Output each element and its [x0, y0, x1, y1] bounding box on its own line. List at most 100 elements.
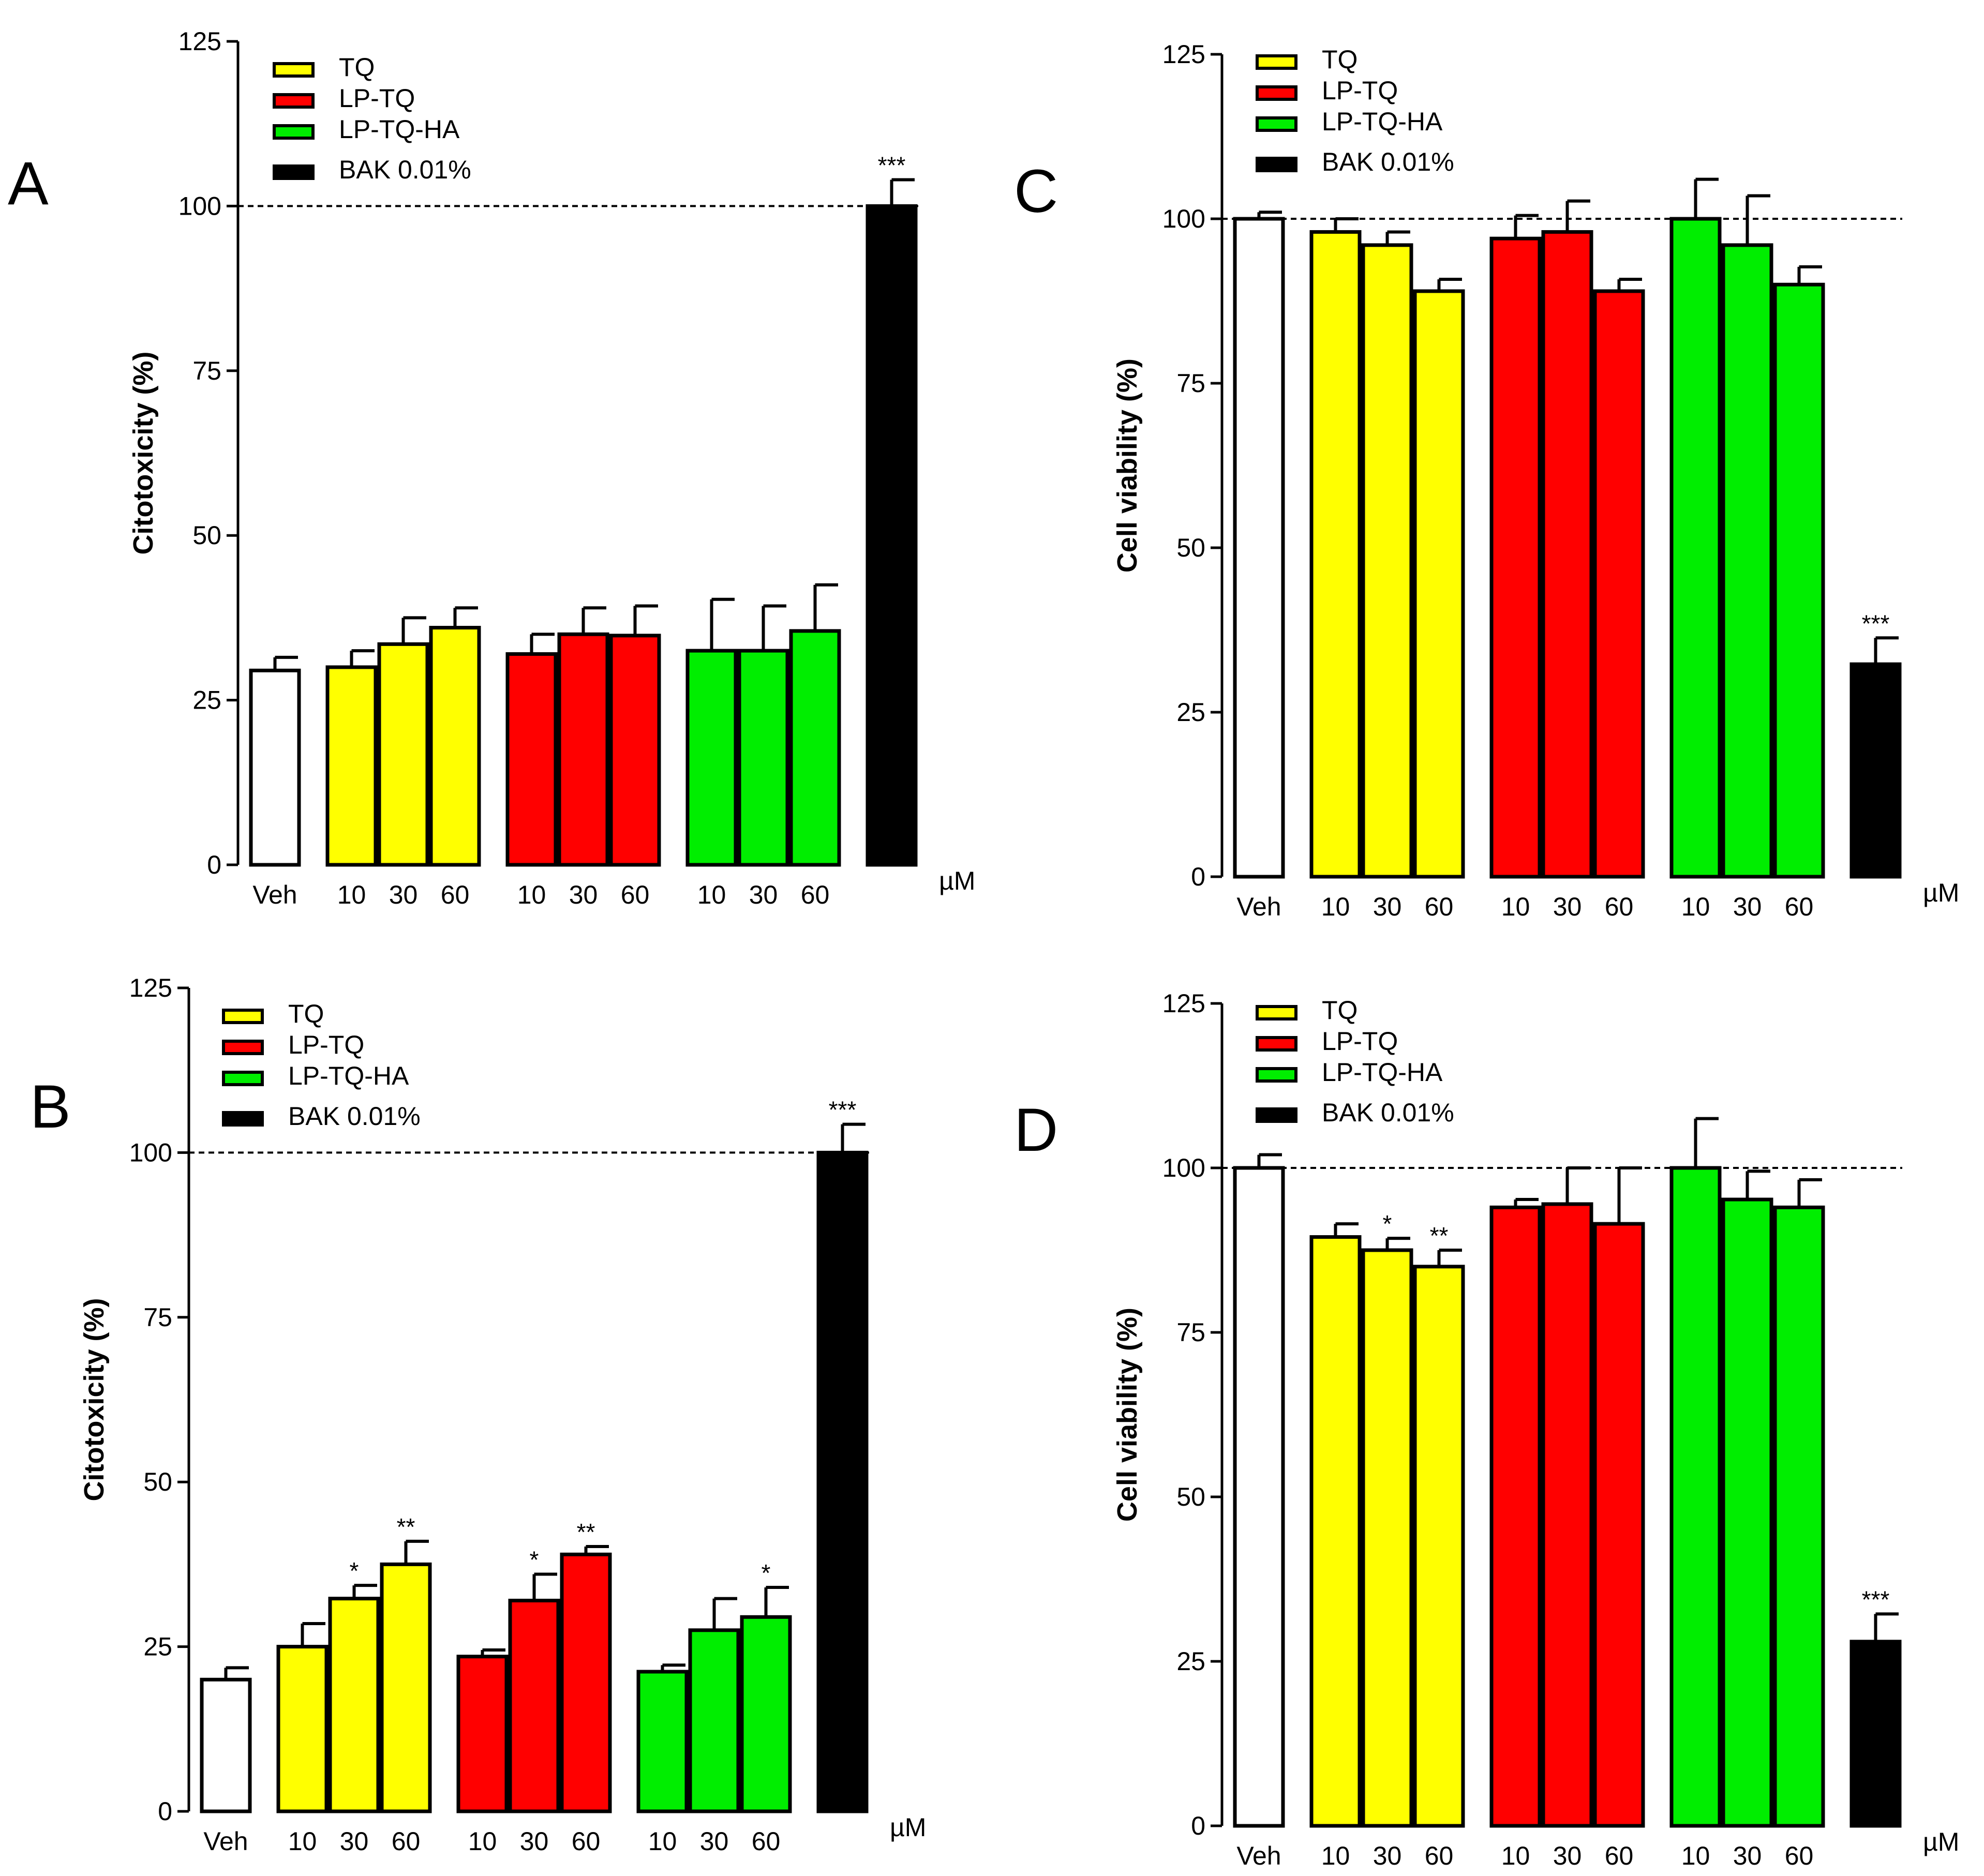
y-axis-title: Cell viability (%): [1112, 358, 1143, 573]
bar-5: [505, 652, 558, 867]
bar-6: [508, 1598, 560, 1813]
legend-label-1: TQ: [288, 999, 324, 1028]
panel-letter: D: [1014, 1096, 1058, 1164]
bar-3: [328, 1597, 380, 1813]
unit-label: µM: [1923, 1827, 1959, 1856]
x-tick-label: Veh: [1236, 892, 1281, 921]
y-axis-title: Citotoxicity (%): [79, 1298, 110, 1501]
x-tick-label: 10: [1681, 1841, 1710, 1870]
y-tick-label: 125: [129, 973, 172, 1002]
x-tick-label: 30: [1373, 1841, 1402, 1870]
panel-letter: A: [8, 149, 49, 218]
legend-label-4: BAK 0.01%: [1322, 1098, 1454, 1127]
panel-letter: B: [30, 1073, 71, 1141]
bar-8: [1669, 217, 1722, 879]
legend-swatch-3: [1256, 1067, 1297, 1083]
legend-label-4: BAK 0.01%: [1322, 147, 1454, 176]
bar-9: [737, 649, 789, 867]
bar-5: [1489, 1205, 1542, 1828]
legend-label-3: LP-TQ-HA: [288, 1061, 409, 1090]
bar-2: [1309, 1235, 1362, 1828]
x-tick-label: 30: [1733, 892, 1762, 921]
legend-label-2: LP-TQ: [339, 84, 415, 113]
bar-10: [1773, 1205, 1825, 1828]
significance-mark: *: [530, 1547, 539, 1573]
y-axis-title: Citotoxicity (%): [128, 351, 159, 554]
legend-swatch-4: [273, 164, 315, 180]
y-tick-label: 25: [1176, 1647, 1205, 1676]
x-tick-label: 30: [340, 1827, 369, 1856]
unit-label: µM: [939, 866, 975, 895]
chart-panel-d: D Veh 10 * 30 ** 60 10 30 60 10 30 60 *** µM 0 25 50 75 100…: [1014, 989, 1959, 1870]
x-tick-label: 60: [752, 1827, 781, 1856]
y-tick-label: 125: [1162, 989, 1205, 1018]
bar-2: [276, 1645, 329, 1813]
unit-label: µM: [890, 1813, 926, 1842]
x-tick-label: 10: [288, 1827, 317, 1856]
y-tick-label: 75: [1176, 1318, 1205, 1347]
legend-swatch-2: [1256, 85, 1297, 101]
significance-mark: ***: [1862, 610, 1890, 637]
bar-11: [1849, 662, 1902, 879]
x-tick-label: 60: [1425, 1841, 1454, 1870]
bar-9: [1721, 1197, 1773, 1828]
bar-7: [1593, 1222, 1645, 1828]
bar-6: [1541, 1202, 1593, 1828]
bar-1: [1233, 1166, 1285, 1828]
bar-4: [1413, 289, 1465, 879]
bar-1: [200, 1677, 252, 1813]
bar-5: [456, 1655, 509, 1813]
significance-mark: ***: [829, 1097, 857, 1123]
unit-label: µM: [1923, 878, 1959, 907]
x-tick-label: 60: [1785, 1841, 1814, 1870]
legend-swatch-4: [222, 1111, 264, 1127]
bar-10: [1773, 282, 1825, 879]
x-tick-label: 30: [1373, 892, 1402, 921]
x-tick-label: 30: [1553, 892, 1582, 921]
legend-swatch-2: [1256, 1036, 1297, 1052]
legend-label-1: TQ: [1322, 996, 1358, 1025]
y-tick-label: 50: [1176, 1482, 1205, 1511]
y-tick-label: 75: [192, 356, 221, 385]
x-tick-label: 10: [697, 880, 726, 909]
y-tick-label: 50: [143, 1467, 172, 1496]
y-tick-label: 0: [1191, 862, 1205, 891]
bar-11: [866, 204, 918, 867]
legend-swatch-1: [273, 62, 315, 78]
x-tick-label: 10: [648, 1827, 677, 1856]
chart-panel-b: B Veh 10 * 30 ** 60 10 * 30 ** 60 10 30 * 60 *** µM 0 25 50 7…: [30, 973, 926, 1856]
y-tick-label: 100: [178, 191, 221, 220]
y-tick-label: 0: [207, 850, 221, 879]
x-tick-label: Veh: [1236, 1841, 1281, 1870]
x-tick-label: 10: [337, 880, 366, 909]
y-axis-title: Cell viability (%): [1112, 1308, 1143, 1522]
bar-10: [740, 1615, 792, 1813]
bar-3: [377, 642, 429, 867]
y-tick-label: 25: [143, 1632, 172, 1661]
chart-panel-c: C Veh 10 30 60 10 30 60 10 30 60 *** µM 0 25 50 75 100 125…: [1014, 40, 1959, 921]
x-tick-label: 60: [572, 1827, 601, 1856]
y-tick-label: 0: [1191, 1811, 1205, 1840]
bar-7: [1593, 289, 1645, 879]
x-tick-label: Veh: [203, 1827, 248, 1856]
bar-6: [1541, 230, 1593, 879]
y-tick-label: 0: [158, 1797, 172, 1826]
legend-swatch-2: [273, 93, 315, 109]
bar-11: [816, 1150, 869, 1813]
y-tick-label: 25: [1176, 698, 1205, 727]
x-tick-label: 30: [1553, 1841, 1582, 1870]
x-tick-label: 30: [389, 880, 418, 909]
x-tick-label: 60: [1605, 892, 1634, 921]
legend-swatch-2: [222, 1040, 264, 1055]
bar-11: [1849, 1640, 1902, 1828]
y-tick-label: 75: [1176, 369, 1205, 398]
significance-mark: **: [577, 1519, 595, 1545]
legend-label-3: LP-TQ-HA: [1322, 1058, 1443, 1087]
bar-8: [636, 1670, 689, 1813]
chart-panel-a: A Veh 10 30 60 10 30 60 10 30 60 *** µM 0 25 50 75 100 125…: [8, 27, 975, 909]
legend-label-1: TQ: [1322, 45, 1358, 74]
